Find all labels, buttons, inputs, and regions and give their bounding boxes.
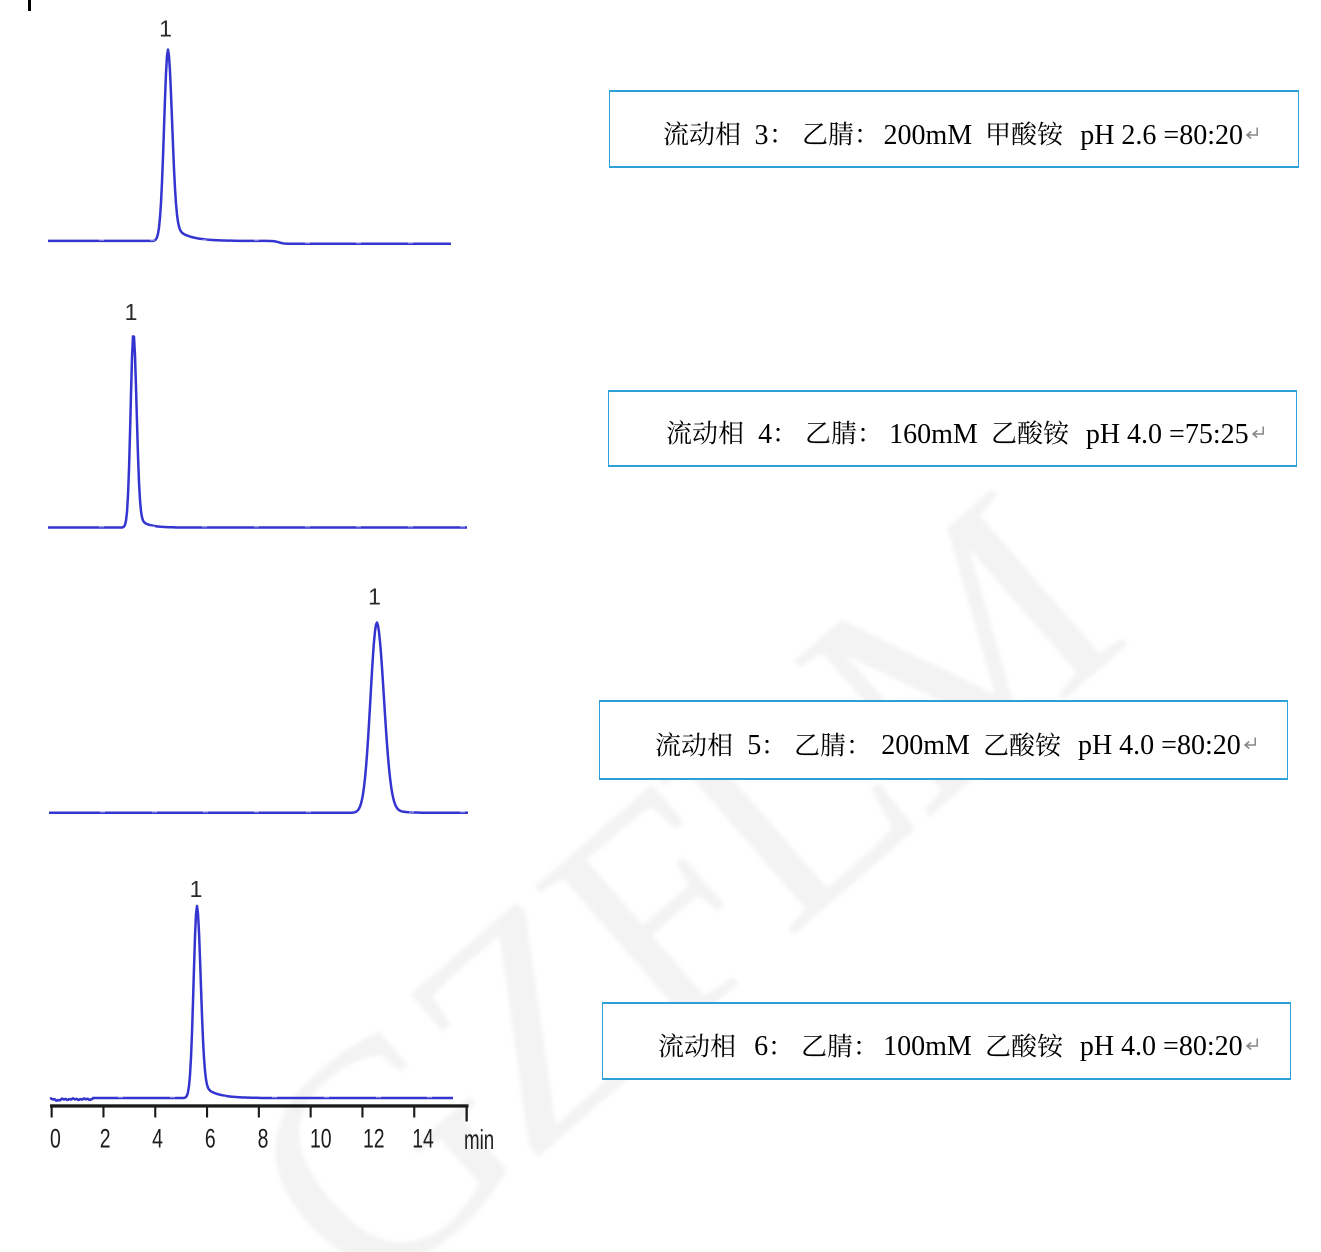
svg-text:1: 1 [159, 16, 172, 42]
svg-text:8: 8 [258, 1123, 269, 1153]
svg-text:2: 2 [100, 1123, 111, 1153]
svg-text:4: 4 [152, 1123, 163, 1153]
svg-text:1: 1 [368, 584, 381, 610]
svg-text:6: 6 [205, 1123, 216, 1153]
svg-text:10: 10 [310, 1123, 332, 1153]
svg-text:1: 1 [190, 876, 203, 902]
svg-text:12: 12 [363, 1123, 385, 1153]
svg-text:min: min [464, 1124, 494, 1156]
svg-text:0: 0 [50, 1123, 61, 1153]
svg-text:14: 14 [412, 1123, 434, 1153]
svg-text:1: 1 [125, 299, 138, 325]
